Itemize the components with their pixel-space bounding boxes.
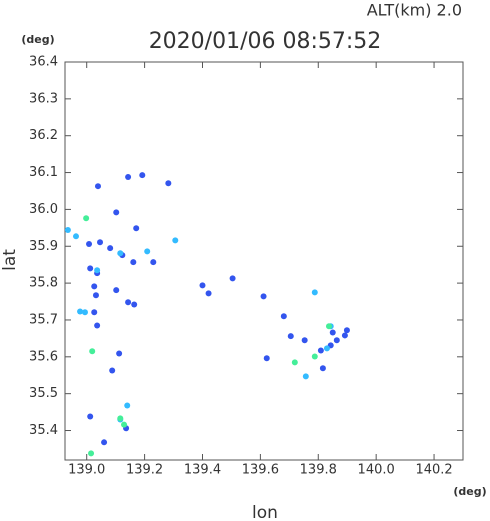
point	[113, 209, 120, 216]
y-tick-label: 36.1	[29, 165, 58, 180]
y-axis-label: lat	[0, 249, 20, 271]
point	[94, 183, 101, 190]
point	[113, 287, 120, 294]
point	[343, 327, 350, 334]
point	[97, 239, 104, 246]
plot-frame	[64, 61, 464, 461]
point	[116, 350, 123, 357]
point	[125, 173, 132, 180]
point	[130, 259, 137, 266]
point	[144, 248, 151, 255]
point	[172, 237, 179, 244]
point	[72, 233, 79, 240]
point	[101, 439, 108, 446]
point	[280, 313, 287, 320]
point	[107, 245, 114, 252]
y-tick-label: 35.4	[29, 423, 58, 438]
x-unit: (deg)	[453, 485, 486, 498]
y-tick-label: 35.7	[29, 312, 58, 327]
y-tick-label: 36.4	[29, 55, 58, 70]
point	[87, 413, 94, 420]
point	[311, 289, 318, 296]
y-tick-label: 35.6	[29, 349, 58, 364]
y-tick-label: 35.9	[29, 239, 58, 254]
x-tick-label: 139.8	[300, 463, 337, 478]
point	[94, 267, 101, 274]
point	[323, 345, 330, 352]
point	[91, 309, 98, 316]
point	[260, 293, 267, 300]
point	[121, 421, 128, 428]
chart-title: 2020/01/06 08:57:52	[149, 29, 382, 54]
point	[92, 292, 99, 299]
point	[317, 347, 324, 354]
x-tick-label: 139.2	[126, 463, 163, 478]
point	[333, 337, 340, 344]
point	[86, 241, 93, 248]
y-tick-label: 36.3	[29, 91, 58, 106]
point	[131, 301, 138, 308]
y-tick-label: 36.0	[29, 202, 58, 217]
point	[341, 332, 348, 339]
point	[81, 309, 88, 316]
x-axis-label: lon	[252, 503, 278, 521]
point	[291, 359, 298, 366]
point	[301, 337, 308, 344]
point	[150, 259, 157, 266]
point	[89, 348, 96, 355]
point	[165, 180, 172, 187]
point	[329, 329, 336, 336]
point	[125, 299, 132, 306]
x-tick-label: 140.0	[358, 463, 395, 478]
point	[88, 450, 95, 457]
y-tick-label: 35.8	[29, 276, 58, 291]
point	[287, 333, 294, 340]
point	[311, 353, 318, 360]
point	[319, 365, 326, 372]
y-tick-label: 35.5	[29, 386, 58, 401]
point	[229, 275, 236, 282]
point	[139, 172, 146, 179]
point	[133, 225, 140, 232]
y-unit: (deg)	[21, 33, 54, 46]
point	[87, 265, 94, 272]
x-tick-label: 139.0	[68, 463, 105, 478]
point	[77, 308, 84, 315]
x-tick-label: 139.6	[242, 463, 279, 478]
point	[199, 282, 206, 289]
point	[83, 215, 90, 222]
y-tick-label: 36.2	[29, 128, 58, 143]
point	[124, 402, 131, 409]
point	[205, 290, 212, 297]
point	[64, 227, 71, 234]
x-tick-label: 139.4	[184, 463, 221, 478]
point	[325, 323, 332, 330]
point	[117, 250, 124, 257]
point	[117, 415, 124, 422]
subtitle: ALT(km) 2.0	[367, 1, 462, 20]
point	[109, 367, 116, 374]
point	[263, 355, 270, 362]
x-tick-label: 140.2	[415, 463, 452, 478]
point	[94, 322, 101, 329]
point	[91, 283, 98, 290]
point	[302, 373, 309, 380]
